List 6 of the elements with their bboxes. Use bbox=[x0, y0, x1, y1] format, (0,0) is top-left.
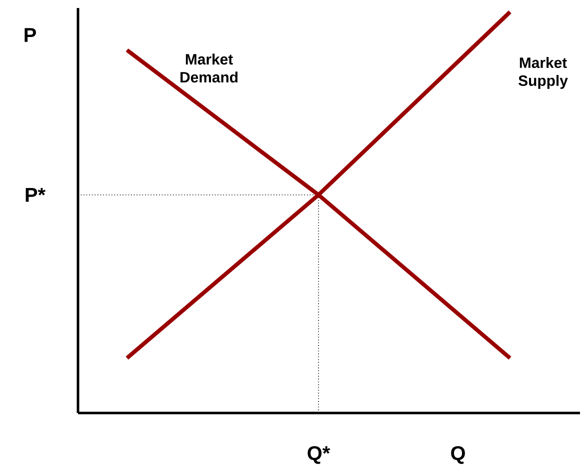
series-label: Market Demand bbox=[180, 54, 238, 82]
x-axis-title: Q bbox=[451, 446, 465, 464]
ref-line-label: P* bbox=[26, 188, 46, 202]
text: Market Supply bbox=[518, 56, 568, 89]
text: Q* bbox=[308, 446, 330, 464]
y-axis-title: P bbox=[24, 28, 36, 42]
